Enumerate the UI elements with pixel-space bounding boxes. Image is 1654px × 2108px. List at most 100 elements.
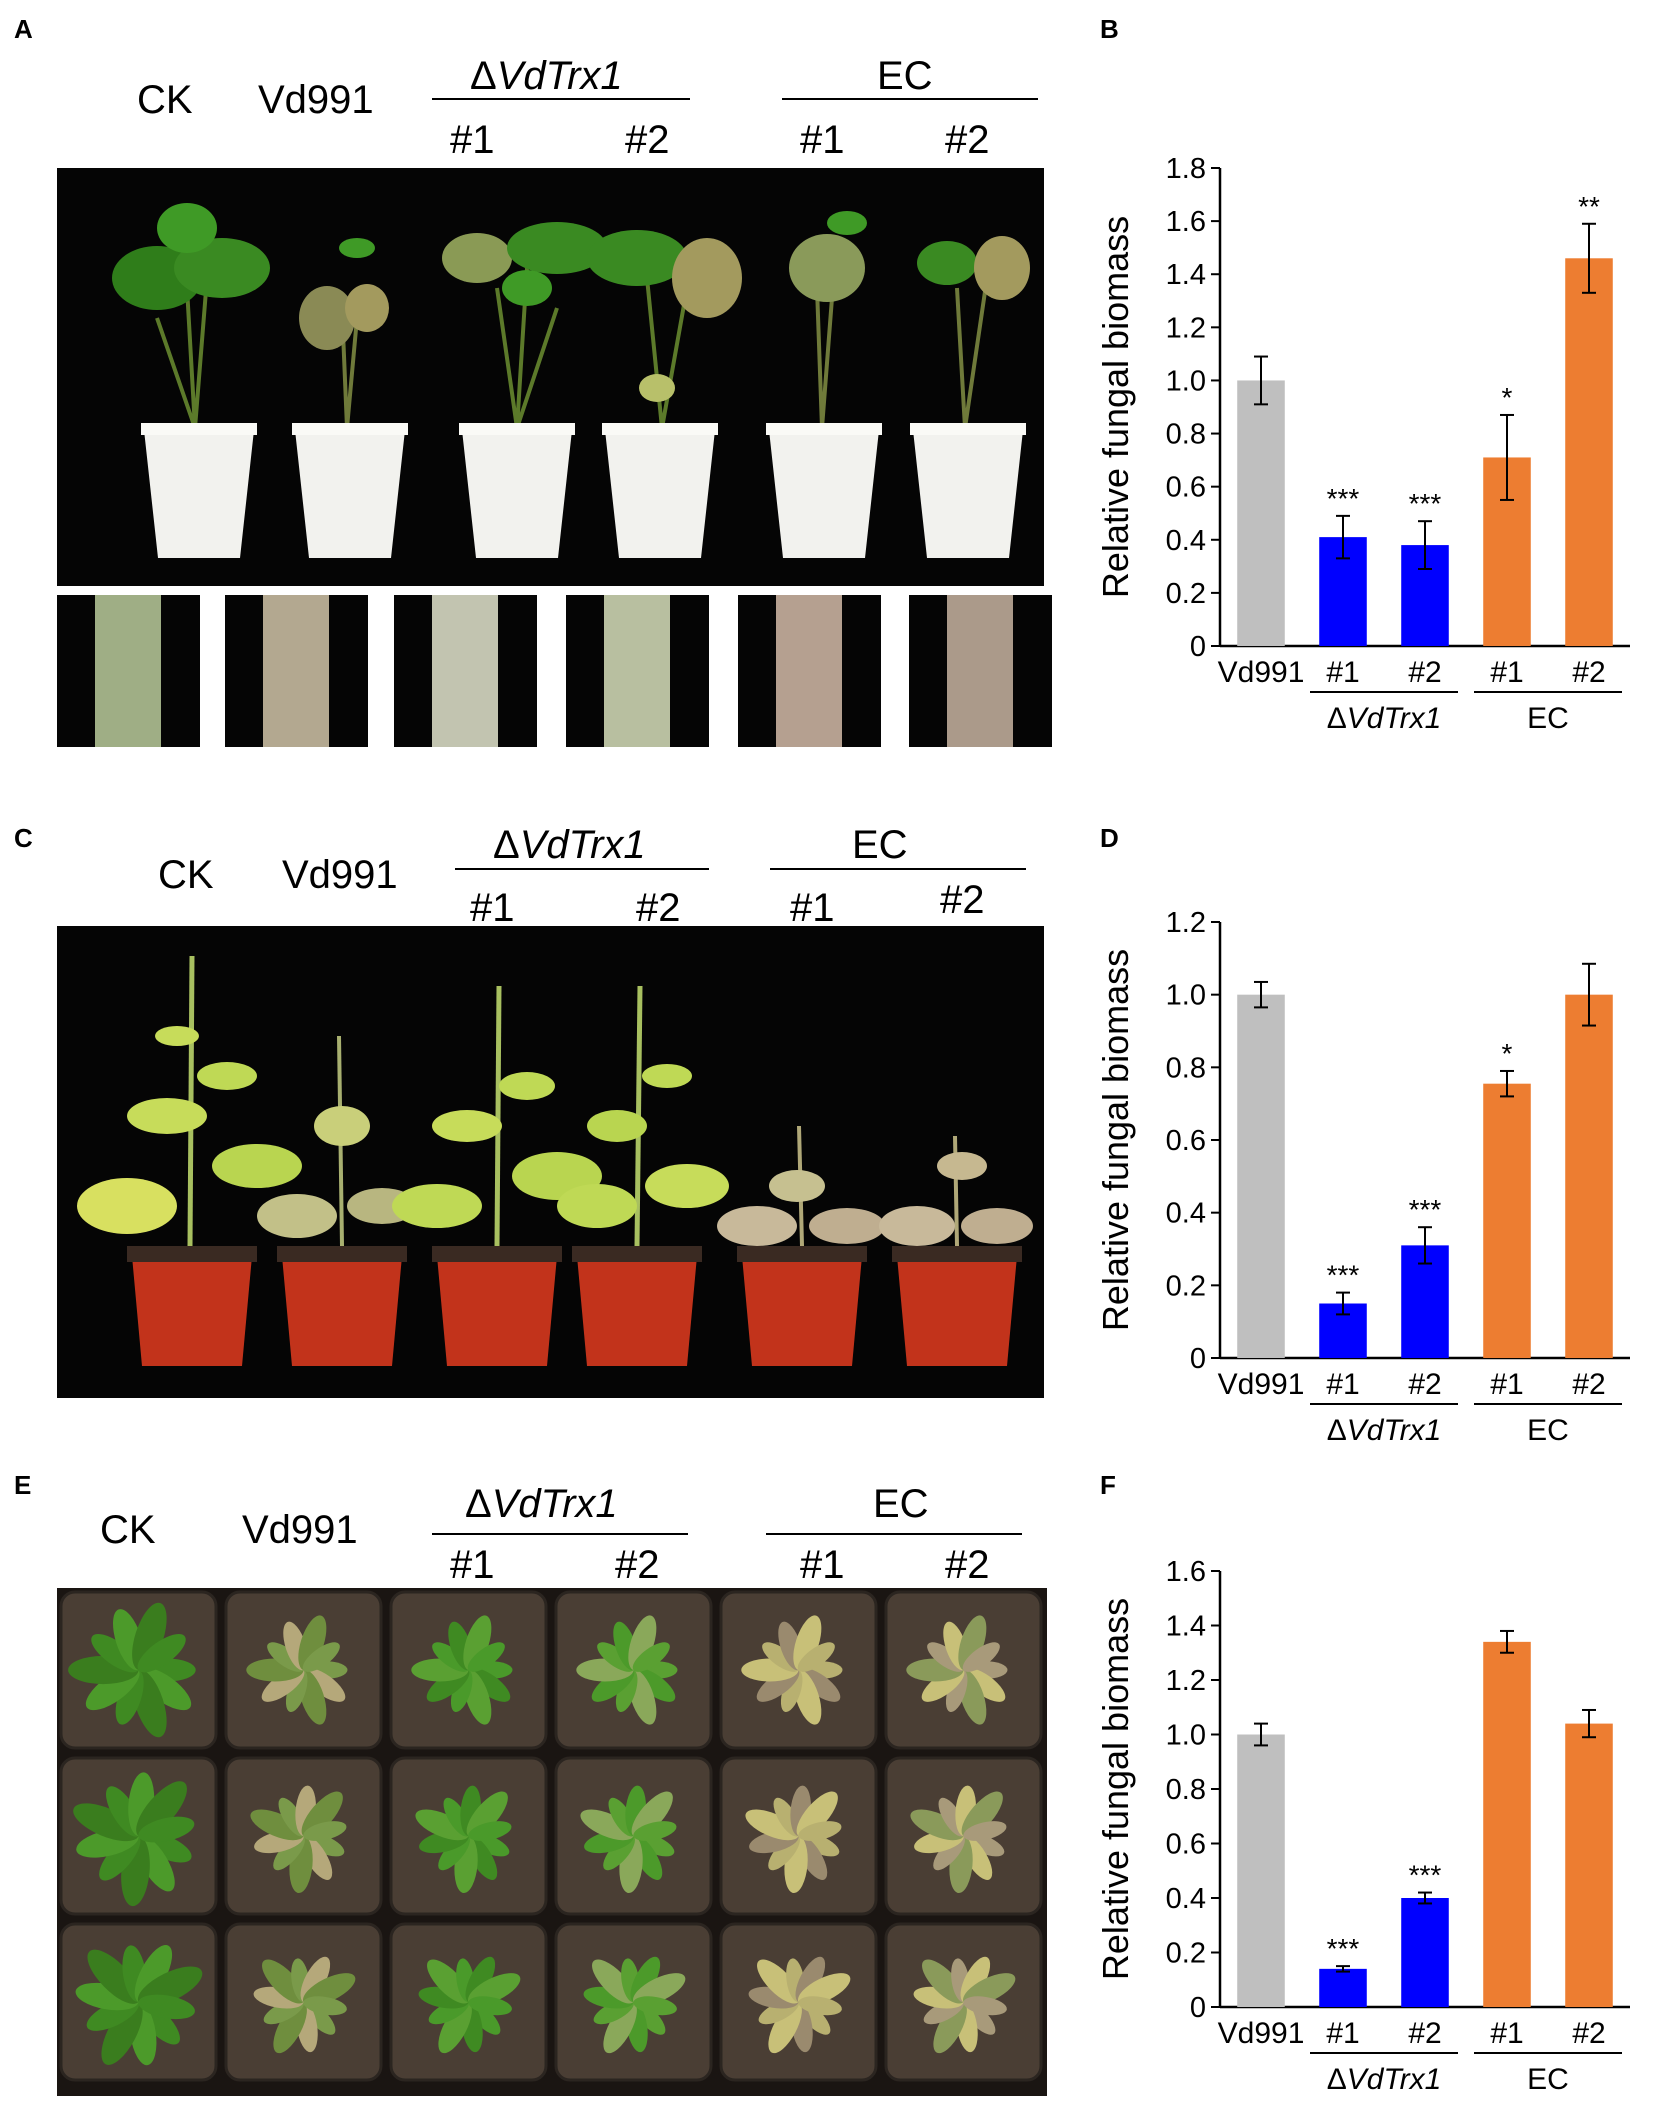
x-tick-label: #2: [1572, 2017, 1605, 2050]
rosette-leaf: [273, 2001, 307, 2054]
header-a-ec: EC: [877, 54, 933, 98]
stem-section-vd991: [225, 595, 368, 747]
significance-label: ***: [1327, 1260, 1360, 1291]
group-label: EC: [1527, 2063, 1569, 2096]
rosette-leaf: [958, 1615, 987, 1671]
rosette-leaf: [963, 1996, 1007, 2016]
x-tick-label: #2: [1572, 1368, 1605, 1401]
y-tick-label: 1.6: [1166, 1556, 1206, 1588]
rosette-leaf: [963, 1821, 1007, 1841]
cotton-plant-mutant-1: [442, 222, 607, 558]
x-tick-label: #1: [1490, 1368, 1523, 1401]
header-a-ec-line: [782, 98, 1038, 100]
header-e-mutant-1: #1: [450, 1543, 495, 1587]
bar: [1483, 1641, 1531, 2007]
bar: [1565, 258, 1613, 646]
rosette-leaf: [468, 1996, 512, 2016]
y-tick-label: 1.2: [1166, 1665, 1206, 1697]
x-tick-label: #2: [1572, 656, 1605, 689]
header-c-ec-2: #2: [940, 878, 985, 922]
y-tick-label: 0.6: [1166, 472, 1206, 504]
rosette-leaf: [780, 1669, 803, 1713]
arabidopsis-trays-drawing: [59, 1590, 1043, 2082]
header-a-mutant: ΔVdTrx1: [470, 56, 623, 96]
rosette-leaf: [592, 1959, 636, 2004]
panel-letter-c: C: [14, 823, 33, 853]
header-a-ec-1: #1: [800, 118, 845, 162]
y-axis-label: Relative fungal biomass: [1095, 216, 1136, 598]
rosette-leaf: [798, 1996, 842, 2016]
y-tick-label: 0.8: [1166, 1052, 1206, 1084]
header-e-mutant: ΔVdTrx1: [465, 1484, 618, 1524]
header-a-ec-2: #2: [945, 118, 990, 162]
rosette-leaf: [73, 1803, 139, 1842]
rosette-leaf: [302, 1642, 340, 1672]
header-e-ec-2: #2: [945, 1543, 990, 1587]
significance-label: ***: [1327, 483, 1360, 514]
tobacco-plant-ec-2: [879, 1135, 1033, 1366]
group-label: ΔVdTrx1: [1327, 702, 1442, 735]
header-c-mutant-line: [455, 868, 709, 870]
rosette-leaf: [633, 1996, 677, 2016]
header-e-ec-1: #1: [800, 1543, 845, 1587]
header-e-ec: EC: [873, 1482, 929, 1526]
rosette-leaf: [632, 1642, 670, 1672]
y-tick-label: 0.2: [1166, 1938, 1206, 1970]
header-a-mutant-2: #2: [625, 118, 670, 162]
y-tick-label: 1.4: [1166, 259, 1206, 291]
header-e-mutant-2: #2: [615, 1543, 660, 1587]
gene-name: VdTrx1: [496, 54, 623, 98]
bar: [1483, 1083, 1531, 1358]
cotton-plant-vd991: [292, 238, 408, 558]
panel-letter-d: D: [1100, 823, 1119, 853]
y-tick-label: 0.6: [1166, 1829, 1206, 1861]
stem-section-ck: [57, 595, 200, 747]
header-c-ck: CK: [158, 853, 214, 897]
rosette-leaf: [468, 1821, 512, 1841]
header-a-vd991: Vd991: [258, 78, 374, 122]
rosette-leaf: [796, 1791, 838, 1838]
cotton-plants-drawing: [112, 203, 1030, 558]
y-tick-label: 0: [1190, 1343, 1206, 1375]
header-c-ec-1: #1: [790, 886, 835, 930]
arabidopsis-rosettes: [59, 1590, 1043, 2082]
rosette-leaf: [793, 1615, 822, 1671]
rosette-leaf: [303, 1821, 347, 1841]
x-tick-label: #2: [1408, 2017, 1441, 2050]
tobacco-plants-photo: [57, 926, 1044, 1398]
rosette-leaf: [933, 2001, 967, 2054]
group-label: EC: [1527, 1414, 1569, 1447]
bar: [1319, 1968, 1367, 2007]
header-e-vd991: Vd991: [242, 1508, 358, 1552]
rosette-leaf: [250, 1809, 304, 1841]
cotton-plant-ck: [112, 203, 270, 558]
y-axis-label: Relative fungal biomass: [1095, 949, 1136, 1331]
header-e-ec-line: [766, 1533, 1022, 1535]
panel-letter-f: F: [1100, 1470, 1116, 1500]
y-tick-label: 1.0: [1166, 980, 1206, 1012]
y-tick-label: 1.2: [1166, 312, 1206, 344]
gene-name: VdTrx1: [491, 1482, 618, 1526]
x-tick-label: #1: [1490, 2017, 1523, 2050]
delta-symbol: Δ: [470, 54, 497, 98]
significance-label: ***: [1409, 1194, 1442, 1225]
y-tick-label: 0.6: [1166, 1125, 1206, 1157]
rosette-leaf: [466, 1791, 508, 1838]
rosette-leaf: [138, 1816, 195, 1843]
rosette-leaf: [945, 1669, 968, 1713]
y-tick-label: 1.0: [1166, 1720, 1206, 1752]
rosette-leaf: [580, 1809, 634, 1841]
rosette-leaf: [910, 1809, 964, 1841]
header-c-ec: EC: [852, 823, 908, 867]
x-tick-label: #1: [1326, 1368, 1359, 1401]
bar: [1565, 994, 1613, 1358]
rosette-leaf: [303, 1996, 347, 2016]
y-tick-label: 0.2: [1166, 578, 1206, 610]
rosette-leaf: [962, 1642, 1000, 1672]
stem-section-mutant-1: [394, 595, 537, 747]
rosette-leaf: [450, 1669, 473, 1713]
x-tick-label: #1: [1326, 2017, 1359, 2050]
y-axis-label: Relative fungal biomass: [1095, 1598, 1136, 1980]
stem-section-mutant-2: [566, 595, 709, 747]
delta-symbol: Δ: [465, 1482, 492, 1526]
